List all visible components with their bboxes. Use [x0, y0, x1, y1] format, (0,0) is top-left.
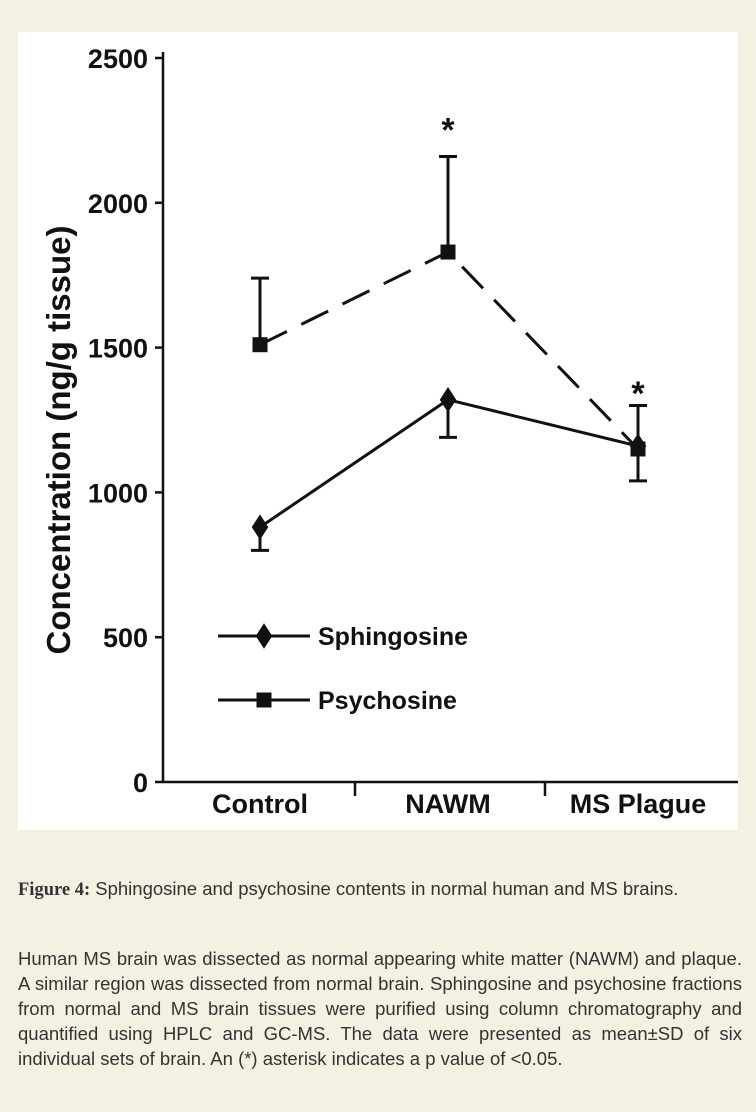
chart-axes	[161, 52, 738, 784]
y-axis-title: Concentration (ng/g tissue)	[40, 226, 77, 655]
significance-asterisk: *	[441, 112, 455, 150]
series-sphingosine	[251, 386, 647, 552]
x-tick-label: NAWM	[405, 789, 490, 819]
legend-label: Psychosine	[318, 687, 457, 715]
x-tick-label: MS Plague	[570, 789, 707, 819]
series-psychosine	[251, 154, 647, 457]
square-marker	[256, 692, 272, 708]
legend-item-psychosine: Psychosine	[218, 687, 457, 715]
diamond-marker	[439, 386, 457, 413]
line-chart: 0 500 1000 1500 2000 2500 Control NAWM MS Plagu…	[40, 44, 738, 819]
x-ticks: Control NAWM MS Plague	[212, 782, 706, 819]
figure-label: Figure 4:	[18, 880, 91, 900]
annotation-layer: **	[441, 112, 645, 414]
legend-item-sphingosine: Sphingosine	[218, 623, 468, 651]
y-ticks: 0 500 1000 1500 2000 2500	[88, 44, 163, 798]
series-layer	[251, 154, 647, 552]
figure-panel: 0 500 1000 1500 2000 2500 Control NAWM MS Plagu…	[18, 32, 738, 830]
x-tick-label: Control	[212, 789, 308, 819]
diamond-marker	[251, 514, 269, 540]
diamond-marker	[255, 623, 273, 649]
legend-label: Sphingosine	[318, 623, 468, 651]
y-tick-label: 2500	[88, 44, 148, 74]
y-tick-label: 1000	[88, 478, 148, 508]
legend: Sphingosine Psychosine	[218, 623, 468, 715]
figure-caption-title: Figure 4: Sphingosine and psychosine con…	[18, 876, 742, 903]
y-tick-label: 0	[133, 768, 148, 798]
significance-asterisk: *	[631, 375, 645, 413]
square-marker	[252, 337, 268, 353]
figure-title-text: Sphingosine and psychosine contents in n…	[90, 878, 679, 899]
y-tick-label: 500	[103, 623, 148, 653]
y-tick-label: 1500	[88, 334, 148, 364]
square-marker	[440, 244, 456, 260]
figure-caption-body: Human MS brain was dissected as normal a…	[18, 948, 742, 1069]
square-marker	[630, 441, 646, 457]
y-tick-label: 2000	[88, 189, 148, 219]
